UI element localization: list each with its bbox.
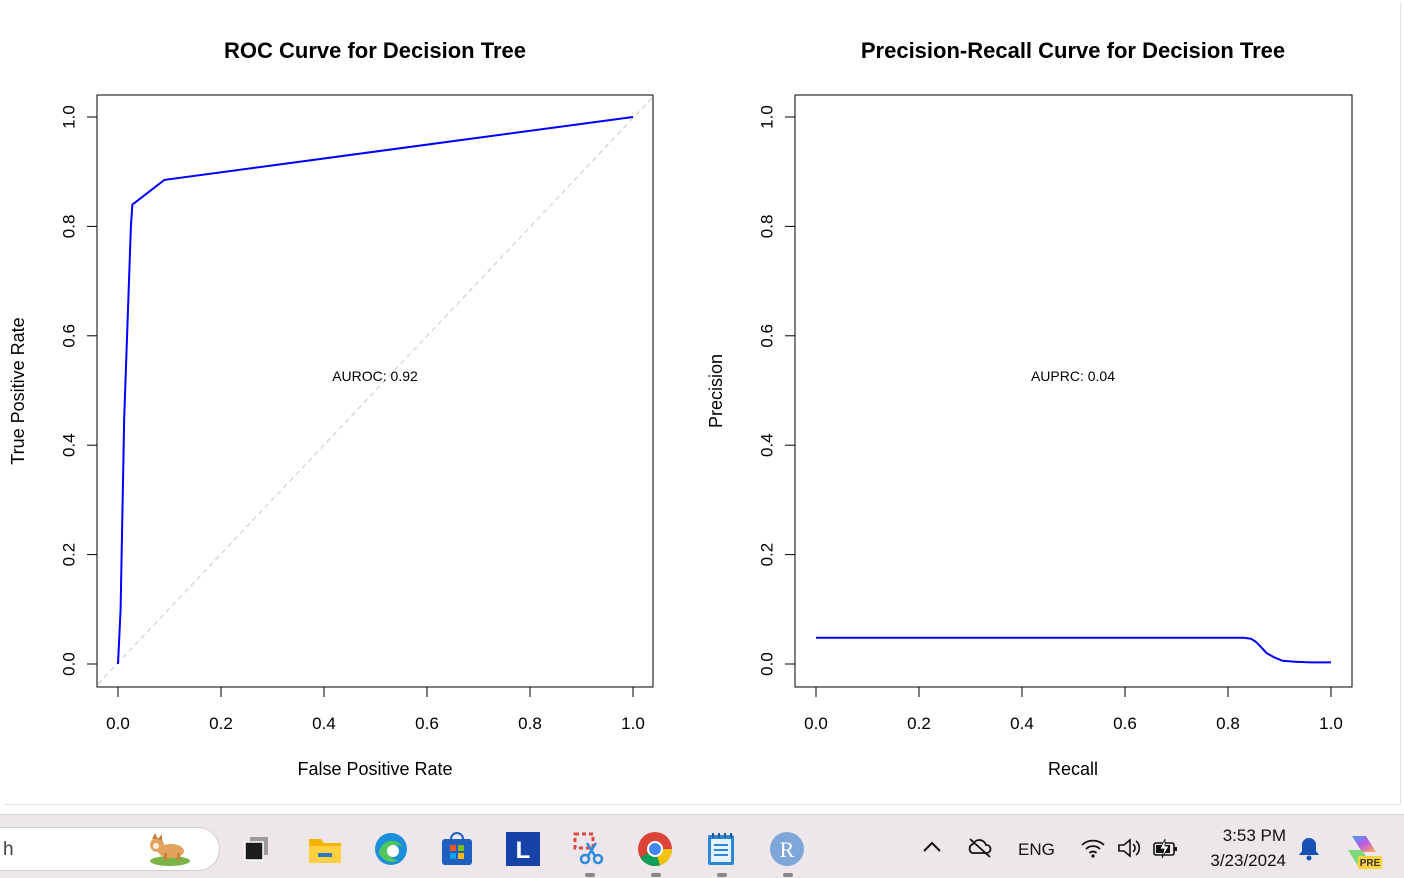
pr-x-tick-label: 0.0 <box>804 714 828 733</box>
roc-auc-annotation: AUROC: 0.92 <box>332 368 418 384</box>
pr-curve-line <box>816 636 1331 664</box>
pr-x-tick-label: 0.4 <box>1010 714 1034 733</box>
clock-time: 3:53 PM <box>1222 826 1286 845</box>
task-view-button[interactable] <box>236 829 276 869</box>
language-indicator[interactable]: ENG <box>1018 840 1055 859</box>
clock-date: 3/23/2024 <box>1210 851 1286 870</box>
pr-y-tick-label: 0.8 <box>758 215 777 239</box>
pr-x-tick-label: 1.0 <box>1319 714 1343 733</box>
notification-bell-icon[interactable] <box>1296 835 1322 861</box>
snipping-tool-button[interactable] <box>569 829 609 869</box>
roc-x-axis: 0.0 0.2 0.4 0.6 0.8 1.0 <box>106 686 645 733</box>
roc-y-tick-label: 0.0 <box>60 652 79 676</box>
pr-title: Precision-Recall Curve for Decision Tree <box>861 38 1285 63</box>
roc-x-tick-label: 0.6 <box>415 714 439 733</box>
onedrive-cloud-icon[interactable] <box>966 835 994 859</box>
search-highlight-dog-icon <box>150 833 190 866</box>
pr-y-label: Precision <box>706 354 726 428</box>
folder-icon <box>309 839 341 863</box>
pr-y-tick-label: 0.0 <box>758 652 777 676</box>
volume-icon[interactable] <box>1116 837 1144 859</box>
task-view-icon <box>244 837 268 861</box>
chrome-running-indicator <box>651 873 661 877</box>
notepad-button[interactable] <box>701 829 741 869</box>
notepad-running-indicator <box>717 873 727 877</box>
plots-canvas: ROC Curve for Decision Tree False Positi… <box>8 38 1353 779</box>
pr-x-tick-label: 0.8 <box>1216 714 1240 733</box>
roc-x-tick-label: 1.0 <box>621 714 645 733</box>
roc-curve-line <box>117 116 634 665</box>
edge-icon <box>375 833 407 865</box>
wifi-icon[interactable] <box>1080 837 1106 859</box>
notepad-icon <box>708 833 734 865</box>
plot-window: ROC Curve for Decision Tree False Positi… <box>4 2 1401 805</box>
pr-auc-annotation: AUPRC: 0.04 <box>1031 368 1115 384</box>
r-gui-running-indicator <box>783 873 793 877</box>
roc-diagonal-reference-line <box>97 96 654 685</box>
roc-x-label: False Positive Rate <box>297 759 452 779</box>
edge-button[interactable] <box>371 829 411 869</box>
pr-y-tick-label: 0.6 <box>758 324 777 348</box>
roc-y-axis: 0.0 0.2 0.4 0.6 0.8 1.0 <box>60 105 98 676</box>
roc-x-tick-label: 0.2 <box>209 714 233 733</box>
pr-x-axis: 0.0 0.2 0.4 0.6 0.8 1.0 <box>804 686 1343 733</box>
l-app-button[interactable]: L <box>503 829 543 869</box>
search-box[interactable]: h <box>0 827 220 871</box>
search-text: h <box>3 839 14 860</box>
battery-charging-icon[interactable] <box>1152 837 1180 859</box>
store-button[interactable] <box>437 829 477 869</box>
snip-icon <box>573 832 604 865</box>
roc-y-tick-label: 0.2 <box>60 543 79 567</box>
chrome-icon <box>638 832 673 867</box>
roc-y-tick-label: 0.6 <box>60 324 79 348</box>
roc-y-tick-label: 1.0 <box>60 105 79 129</box>
pr-y-tick-label: 0.4 <box>758 433 777 457</box>
roc-plot-frame <box>96 94 654 688</box>
roc-y-label: True Positive Rate <box>8 317 28 464</box>
roc-chart: ROC Curve for Decision Tree False Positi… <box>8 38 654 779</box>
snipping-tool-running-indicator <box>585 873 595 877</box>
r-icon: R <box>770 832 804 866</box>
roc-title: ROC Curve for Decision Tree <box>224 38 526 63</box>
roc-x-tick-label: 0.4 <box>312 714 336 733</box>
pr-y-tick-label: 0.2 <box>758 543 777 567</box>
show-hidden-icons-chevron-icon[interactable] <box>922 839 942 855</box>
pr-y-tick-label: 1.0 <box>758 105 777 129</box>
l-app-letter: L <box>516 837 531 864</box>
roc-y-tick-label: 0.4 <box>60 433 79 457</box>
taskbar: h <box>0 814 1404 878</box>
file-explorer-button[interactable] <box>305 829 345 869</box>
copilot-badge-text: PRE <box>1360 858 1381 869</box>
pr-chart: Precision-Recall Curve for Decision Tree… <box>706 38 1353 779</box>
chrome-button[interactable] <box>635 829 675 869</box>
pr-plot-frame <box>794 94 1353 688</box>
r-icon-letter: R <box>780 837 795 862</box>
pr-x-tick-label: 0.6 <box>1113 714 1137 733</box>
copilot-icon[interactable]: PRE <box>1344 830 1384 870</box>
l-app-icon: L <box>506 832 540 866</box>
pr-y-axis: 0.0 0.2 0.4 0.6 0.8 1.0 <box>758 105 796 676</box>
roc-y-tick-label: 0.8 <box>60 215 79 239</box>
roc-x-tick-label: 0.8 <box>518 714 542 733</box>
pr-x-label: Recall <box>1048 759 1098 779</box>
pr-x-tick-label: 0.2 <box>907 714 931 733</box>
roc-x-tick-label: 0.0 <box>106 714 130 733</box>
r-gui-button[interactable]: R <box>767 829 807 869</box>
store-icon <box>442 832 472 865</box>
